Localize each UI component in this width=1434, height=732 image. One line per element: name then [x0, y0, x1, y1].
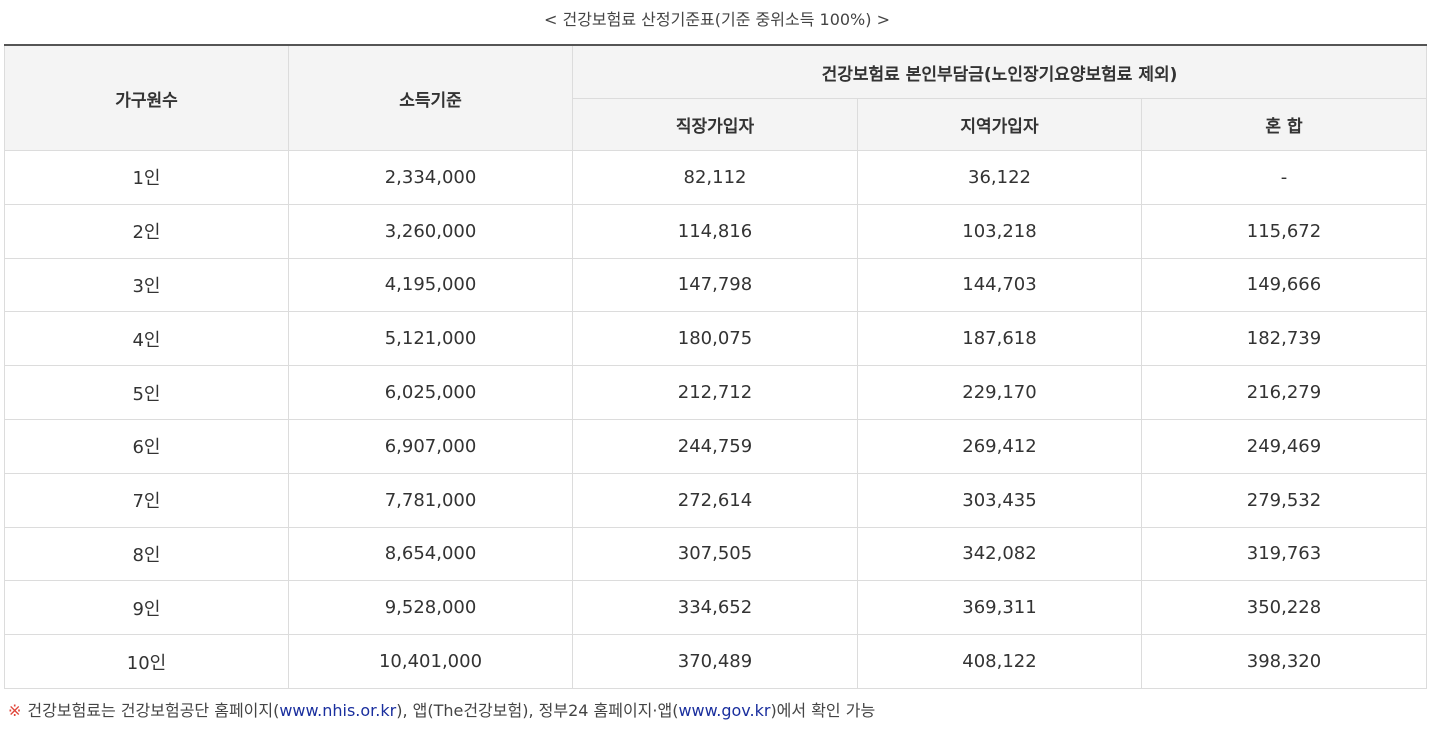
cell-mixed: 115,672 — [1140, 203, 1428, 259]
cell-regional: 144,703 — [857, 257, 1142, 313]
table-body: 1인 2,334,000 82,112 36,122 - 2인 3,260,00… — [4, 150, 1428, 689]
table-row: 1인 2,334,000 82,112 36,122 - — [4, 150, 1428, 205]
cell-household: 4인 — [4, 311, 289, 367]
cell-mixed: 398,320 — [1140, 634, 1428, 689]
table-row: 10인 10,401,000 370,489 408,122 398,320 — [4, 634, 1428, 689]
cell-income: 9,528,000 — [288, 580, 573, 636]
cell-employee: 147,798 — [572, 257, 858, 313]
footnote-text-3: )에서 확인 가능 — [770, 701, 876, 720]
footnote: ※ 건강보험료는 건강보험공단 홈페이지(www.nhis.or.kr), 앱(T… — [8, 700, 875, 722]
cell-household: 9인 — [4, 580, 289, 636]
header-employee: 직장가입자 — [572, 98, 858, 151]
footnote-text-1: 건강보험료는 건강보험공단 홈페이지( — [27, 701, 280, 720]
cell-employee: 180,075 — [572, 311, 858, 367]
cell-regional: 369,311 — [857, 580, 1142, 636]
cell-mixed: 216,279 — [1140, 365, 1428, 420]
table-caption: < 건강보험료 산정기준표(기준 중위소득 100%) > — [544, 10, 890, 29]
cell-regional: 229,170 — [857, 365, 1142, 420]
gov-link[interactable]: www.gov.kr — [678, 701, 771, 720]
cell-mixed: 182,739 — [1140, 311, 1428, 367]
cell-employee: 82,112 — [572, 150, 858, 205]
cell-employee: 370,489 — [572, 634, 858, 689]
cell-regional: 408,122 — [857, 634, 1142, 689]
table-row: 7인 7,781,000 272,614 303,435 279,532 — [4, 472, 1428, 528]
cell-regional: 269,412 — [857, 418, 1142, 474]
table-row: 5인 6,025,000 212,712 229,170 216,279 — [4, 365, 1428, 420]
cell-household: 10인 — [4, 634, 289, 689]
cell-household: 1인 — [4, 150, 289, 205]
cell-income: 3,260,000 — [288, 203, 573, 259]
cell-income: 2,334,000 — [288, 150, 573, 205]
cell-mixed: 279,532 — [1140, 472, 1428, 528]
cell-employee: 244,759 — [572, 418, 858, 474]
cell-mixed: 249,469 — [1140, 418, 1428, 474]
cell-mixed: - — [1140, 150, 1428, 205]
premium-standard-table: 가구원수 소득기준 건강보험료 본인부담금(노인장기요양보험료 제외) 직장가입… — [4, 44, 1428, 689]
cell-household: 5인 — [4, 365, 289, 420]
table-row: 6인 6,907,000 244,759 269,412 249,469 — [4, 418, 1428, 474]
cell-income: 5,121,000 — [288, 311, 573, 367]
cell-regional: 303,435 — [857, 472, 1142, 528]
cell-employee: 114,816 — [572, 203, 858, 259]
table-row: 8인 8,654,000 307,505 342,082 319,763 — [4, 526, 1428, 582]
header-income: 소득기준 — [288, 44, 573, 151]
table-row: 2인 3,260,000 114,816 103,218 115,672 — [4, 203, 1428, 259]
cell-employee: 334,652 — [572, 580, 858, 636]
reference-mark: ※ — [8, 701, 22, 720]
cell-regional: 342,082 — [857, 526, 1142, 582]
cell-regional: 36,122 — [857, 150, 1142, 205]
cell-employee: 307,505 — [572, 526, 858, 582]
table-row: 3인 4,195,000 147,798 144,703 149,666 — [4, 257, 1428, 313]
cell-income: 6,907,000 — [288, 418, 573, 474]
cell-mixed: 350,228 — [1140, 580, 1428, 636]
footnote-text-2: ), 앱(The건강보험), 정부24 홈페이지·앱( — [396, 701, 679, 720]
table-row: 9인 9,528,000 334,652 369,311 350,228 — [4, 580, 1428, 636]
header-mixed: 혼 합 — [1140, 98, 1428, 151]
cell-regional: 103,218 — [857, 203, 1142, 259]
header-household: 가구원수 — [4, 44, 289, 151]
cell-income: 8,654,000 — [288, 526, 573, 582]
cell-household: 6인 — [4, 418, 289, 474]
cell-income: 10,401,000 — [288, 634, 573, 689]
cell-mixed: 149,666 — [1140, 257, 1428, 313]
cell-employee: 212,712 — [572, 365, 858, 420]
table-row: 4인 5,121,000 180,075 187,618 182,739 — [4, 311, 1428, 367]
cell-income: 4,195,000 — [288, 257, 573, 313]
cell-mixed: 319,763 — [1140, 526, 1428, 582]
cell-household: 3인 — [4, 257, 289, 313]
header-premium-group: 건강보험료 본인부담금(노인장기요양보험료 제외) — [571, 44, 1428, 99]
cell-household: 2인 — [4, 203, 289, 259]
header-regional: 지역가입자 — [857, 98, 1142, 151]
nhis-link[interactable]: www.nhis.or.kr — [279, 701, 397, 720]
cell-employee: 272,614 — [572, 472, 858, 528]
cell-household: 7인 — [4, 472, 289, 528]
cell-regional: 187,618 — [857, 311, 1142, 367]
cell-household: 8인 — [4, 526, 289, 582]
cell-income: 7,781,000 — [288, 472, 573, 528]
cell-income: 6,025,000 — [288, 365, 573, 420]
